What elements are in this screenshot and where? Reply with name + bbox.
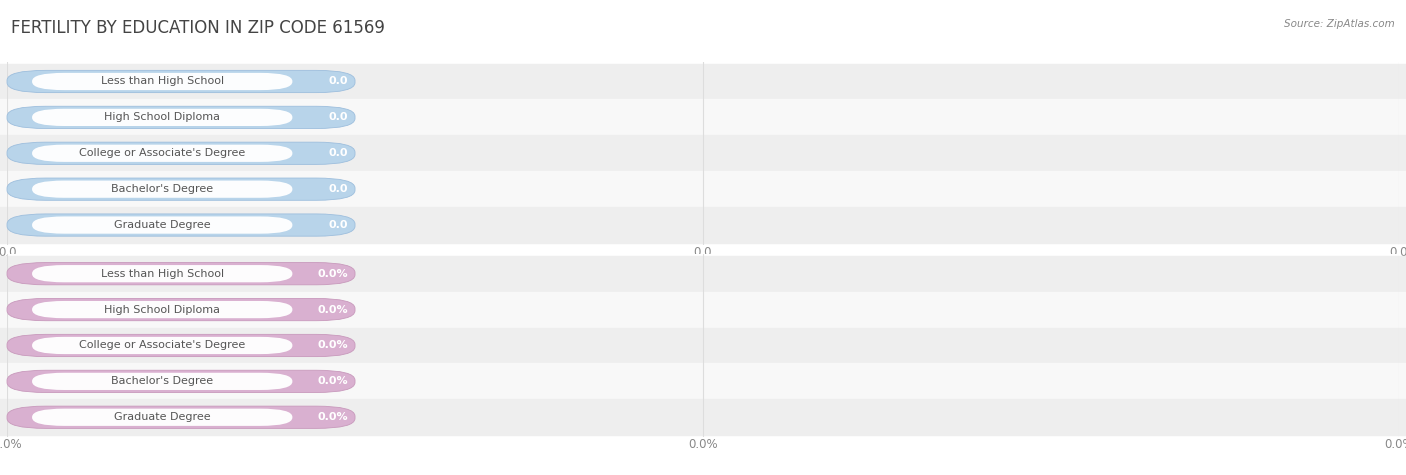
Bar (0, 99, 1406, 135)
Text: 0.0: 0.0 (329, 148, 349, 158)
FancyBboxPatch shape (7, 370, 354, 392)
Text: High School Diploma: High School Diploma (104, 113, 221, 123)
Bar (0, 135, 1406, 171)
Text: Source: ZipAtlas.com: Source: ZipAtlas.com (1284, 19, 1395, 29)
Text: 0.0: 0.0 (329, 76, 349, 86)
Text: Less than High School: Less than High School (101, 269, 224, 279)
Text: 0.0%: 0.0% (318, 341, 349, 351)
Text: Bachelor's Degree: Bachelor's Degree (111, 376, 214, 386)
FancyBboxPatch shape (32, 373, 292, 390)
FancyBboxPatch shape (32, 408, 292, 426)
Bar (0, 292, 1406, 328)
Text: Bachelor's Degree: Bachelor's Degree (111, 184, 214, 194)
FancyBboxPatch shape (7, 142, 354, 164)
Text: Graduate Degree: Graduate Degree (114, 412, 211, 422)
Bar (0, 207, 1406, 243)
FancyBboxPatch shape (32, 180, 292, 198)
FancyBboxPatch shape (32, 301, 292, 318)
Text: 0.0: 0.0 (693, 246, 713, 259)
Text: 0.0%: 0.0% (318, 304, 349, 314)
FancyBboxPatch shape (7, 214, 354, 236)
FancyBboxPatch shape (7, 298, 354, 321)
Text: 0.0%: 0.0% (318, 412, 349, 422)
FancyBboxPatch shape (7, 263, 354, 285)
FancyBboxPatch shape (32, 217, 292, 234)
Text: 0.0%: 0.0% (318, 269, 349, 279)
FancyBboxPatch shape (7, 70, 354, 93)
Bar (0, 328, 1406, 363)
Text: College or Associate's Degree: College or Associate's Degree (79, 148, 246, 158)
Bar (0, 256, 1406, 292)
FancyBboxPatch shape (32, 145, 292, 162)
Text: 0.0%: 0.0% (1384, 438, 1406, 451)
Text: 0.0: 0.0 (0, 246, 17, 259)
Text: Less than High School: Less than High School (101, 76, 224, 86)
FancyBboxPatch shape (7, 334, 354, 357)
FancyBboxPatch shape (32, 109, 292, 126)
Text: FERTILITY BY EDUCATION IN ZIP CODE 61569: FERTILITY BY EDUCATION IN ZIP CODE 61569 (11, 19, 385, 37)
Text: 0.0: 0.0 (1389, 246, 1406, 259)
Text: 0.0: 0.0 (329, 113, 349, 123)
Bar (0, 64, 1406, 99)
Bar (0, 171, 1406, 207)
Text: 0.0: 0.0 (329, 220, 349, 230)
FancyBboxPatch shape (7, 406, 354, 428)
Text: Graduate Degree: Graduate Degree (114, 220, 211, 230)
FancyBboxPatch shape (32, 337, 292, 354)
Text: High School Diploma: High School Diploma (104, 304, 221, 314)
Text: College or Associate's Degree: College or Associate's Degree (79, 341, 246, 351)
FancyBboxPatch shape (7, 106, 354, 129)
Text: 0.0: 0.0 (329, 184, 349, 194)
FancyBboxPatch shape (7, 178, 354, 200)
FancyBboxPatch shape (32, 73, 292, 90)
Text: 0.0%: 0.0% (688, 438, 718, 451)
Text: 0.0%: 0.0% (0, 438, 22, 451)
Bar (0, 399, 1406, 435)
Text: 0.0%: 0.0% (318, 376, 349, 386)
FancyBboxPatch shape (32, 265, 292, 282)
Bar (0, 363, 1406, 399)
